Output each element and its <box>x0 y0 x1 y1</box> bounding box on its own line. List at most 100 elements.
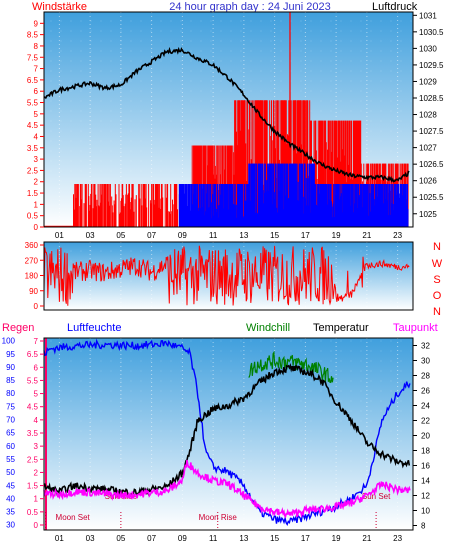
temp-tick-label: 26 <box>421 387 430 396</box>
dir-letter-s: S <box>433 274 440 286</box>
temp-tick-label: 10 <box>421 507 430 516</box>
p3-hour-label: 01 <box>55 534 64 543</box>
p1-hour-label: 15 <box>270 231 279 240</box>
humidity-label: Luftfeuchte <box>67 322 121 334</box>
p3-hour-label: 23 <box>393 534 402 543</box>
regen-tick-label: 2.5 <box>27 455 39 464</box>
regen-tick-label: 0.5 <box>27 508 39 517</box>
direction-letters: N W S O N <box>432 241 443 318</box>
temp-tick-label: 22 <box>421 417 430 426</box>
wind-axis-label: Windstärke <box>32 1 87 13</box>
panel3-dots <box>44 338 413 530</box>
humidity-tick-label: 50 <box>6 468 15 477</box>
temp-tick-label: 32 <box>421 342 430 351</box>
dir-letter-w: W <box>432 258 443 270</box>
p3-hour-label: 03 <box>86 534 95 543</box>
dewpoint-label: Taupunkt <box>393 322 438 334</box>
regen-label: Regen <box>2 322 34 334</box>
humidity-tick-label: 90 <box>6 363 15 372</box>
p1-hour-label: 19 <box>332 231 341 240</box>
humidity-tick-label: 45 <box>6 481 15 490</box>
regen-tick-label: 0 <box>34 521 39 530</box>
p1-hour-label: 07 <box>147 231 156 240</box>
wind-tick-label: 6 <box>34 87 39 96</box>
direction-tick-label: 180 <box>25 272 39 281</box>
dir-letter-o: O <box>433 290 442 302</box>
wind-tick-label: 0.5 <box>27 212 39 221</box>
p1-hour-label: 09 <box>178 231 187 240</box>
humidity-tick-label: 85 <box>6 376 15 385</box>
humidity-tick-label: 70 <box>6 416 15 425</box>
temp-tick-label: 16 <box>421 462 430 471</box>
dir-letter-n-bottom: N <box>433 306 441 318</box>
wind-tick-label: 9 <box>34 19 39 28</box>
wind-direction-panel <box>43 241 414 311</box>
regen-tick-label: 3 <box>34 442 39 451</box>
pressure-tick-label: 1027 <box>419 144 437 153</box>
windchill-line <box>248 350 334 384</box>
pressure-axis-label: Luftdruck <box>372 1 418 13</box>
temp-tick-label: 30 <box>421 357 430 366</box>
direction-tick-label: 360 <box>25 241 39 250</box>
temperature-label: Temperatur <box>313 322 369 334</box>
dewpoint-line <box>43 459 411 519</box>
p3-hour-label: 13 <box>239 534 248 543</box>
regen-tick-label: 1 <box>34 495 39 504</box>
p3-hour-label: 21 <box>362 534 371 543</box>
p1-hour-label: 23 <box>393 231 402 240</box>
wind-tick-label: 7.5 <box>27 53 39 62</box>
direction-tick-label: 270 <box>25 256 39 265</box>
pressure-tick-label: 1029.5 <box>419 61 444 70</box>
temp-tick-label: 12 <box>421 492 430 501</box>
windchill-label: Windchill <box>246 322 290 334</box>
temp-tick-label: 18 <box>421 447 430 456</box>
p1-hour-label: 01 <box>55 231 64 240</box>
gust-series <box>178 163 409 227</box>
wind-tick-label: 8.5 <box>27 31 39 40</box>
direction-tick-label: 0 <box>34 302 39 311</box>
wind-tick-label: 2.5 <box>27 166 39 175</box>
humidity-tick-label: 40 <box>6 494 15 503</box>
p3-hour-label: 19 <box>332 534 341 543</box>
wind-tick-label: 1.5 <box>27 189 39 198</box>
temp-tick-label: 20 <box>421 432 430 441</box>
regen-tick-label: 6.5 <box>27 350 39 359</box>
pressure-tick-label: 1026 <box>419 177 437 186</box>
humidity-tick-label: 65 <box>6 429 15 438</box>
p1-hour-label: 03 <box>86 231 95 240</box>
wind-tick-label: 3 <box>34 155 39 164</box>
wind-tick-label: 8 <box>34 42 39 51</box>
p3-hour-label: 09 <box>178 534 187 543</box>
wind-tick-label: 2 <box>34 178 39 187</box>
pressure-tick-label: 1027.5 <box>419 127 444 136</box>
p3-hour-label: 11 <box>209 534 218 543</box>
wind-direction-line <box>43 245 410 306</box>
temp-tick-label: 28 <box>421 372 430 381</box>
graph-title: 24 hour graph day : 24 Juni 2023 <box>169 1 330 13</box>
regen-tick-label: 7 <box>34 337 39 346</box>
pressure-tick-label: 1029 <box>419 77 437 86</box>
wind-tick-label: 5 <box>34 110 39 119</box>
humidity-tick-label: 80 <box>6 389 15 398</box>
p1-hour-label: 11 <box>209 231 218 240</box>
pressure-tick-label: 1026.5 <box>419 160 444 169</box>
regen-tick-label: 6 <box>34 363 39 372</box>
p3-hour-label: 07 <box>147 534 156 543</box>
wind-tick-label: 1 <box>34 200 39 209</box>
humidity-tick-label: 30 <box>6 521 15 530</box>
pressure-tick-label: 1025 <box>419 210 437 219</box>
humidity-tick-label: 60 <box>6 442 15 451</box>
regen-tick-label: 3.5 <box>27 429 39 438</box>
wind-pressure-panel <box>43 11 414 228</box>
pressure-tick-label: 1028 <box>419 111 437 120</box>
wind-tick-label: 6.5 <box>27 76 39 85</box>
wind-tick-label: 4.5 <box>27 121 39 130</box>
temp-tick-label: 14 <box>421 477 430 486</box>
wind-tick-label: 4 <box>34 132 39 141</box>
p3-hour-label: 05 <box>116 534 125 543</box>
p1-hour-label: 21 <box>362 231 371 240</box>
pressure-tick-label: 1031 <box>419 11 437 20</box>
temp-tick-label: 24 <box>421 402 430 411</box>
p3-hour-label: 15 <box>270 534 279 543</box>
